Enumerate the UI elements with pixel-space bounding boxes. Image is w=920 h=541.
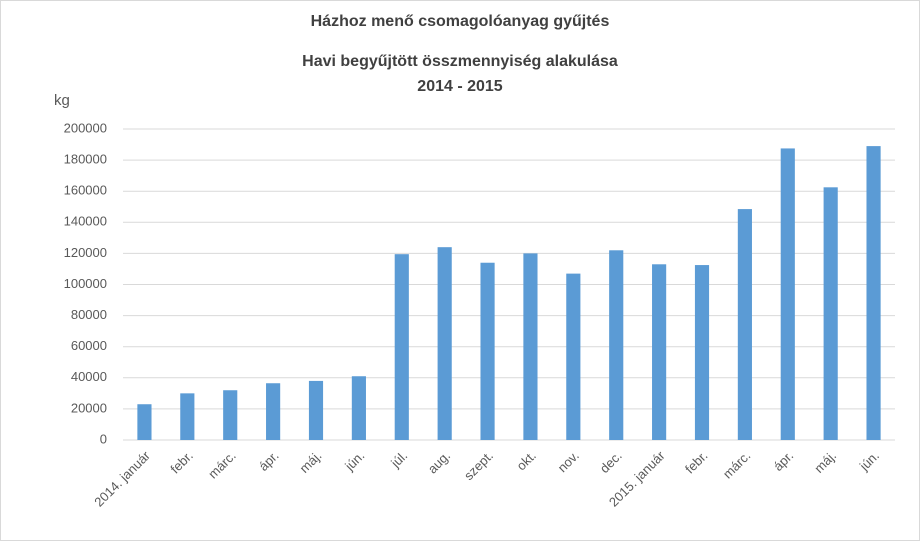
- chart-period: 2014 - 2015: [417, 78, 503, 95]
- bar: [180, 393, 195, 440]
- bar: [308, 380, 324, 440]
- bar: [780, 148, 795, 440]
- bar: [480, 262, 495, 440]
- y-axis-label: kg: [54, 92, 70, 109]
- bar: [866, 146, 881, 441]
- bar: [137, 404, 152, 440]
- y-tick-label: 180000: [64, 152, 107, 167]
- bar: [266, 383, 281, 440]
- y-tick-label: 160000: [64, 183, 107, 198]
- bar: [652, 264, 667, 440]
- bar: [823, 187, 838, 440]
- bar: [394, 254, 409, 440]
- bar: [737, 209, 752, 440]
- y-tick-label: 100000: [64, 276, 107, 291]
- bar: [351, 376, 366, 440]
- bar: [437, 247, 452, 440]
- y-tick-label: 140000: [64, 214, 107, 229]
- bar: [609, 250, 624, 440]
- bar: [523, 253, 538, 440]
- bar: [694, 265, 710, 440]
- y-tick-label: 120000: [64, 245, 107, 260]
- y-tick-label: 200000: [64, 120, 107, 135]
- y-tick-label: 80000: [71, 307, 107, 322]
- y-tick-label: 0: [100, 431, 107, 446]
- y-tick-label: 20000: [71, 400, 107, 415]
- y-tick-label: 40000: [71, 369, 107, 384]
- chart-subtitle: Havi begyűjtött összmennyiség alakulása: [302, 53, 618, 70]
- bar: [223, 390, 238, 440]
- chart-title: Házhoz menő csomagolóanyag gyűjtés: [311, 13, 610, 30]
- y-tick-label: 60000: [71, 338, 107, 353]
- bar: [566, 273, 581, 440]
